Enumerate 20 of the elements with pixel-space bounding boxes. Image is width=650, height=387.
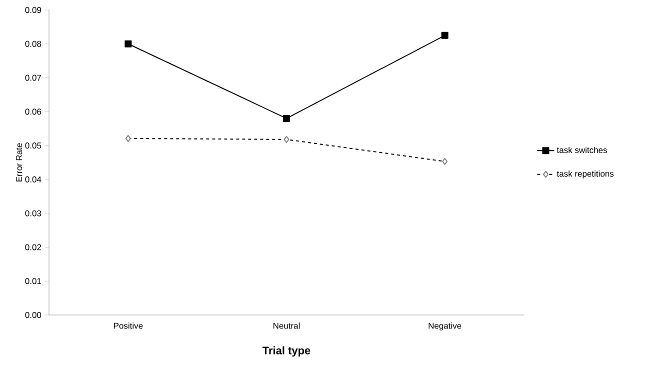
y-tick-label: 0.03: [25, 210, 42, 216]
y-tick-label: 0.02: [25, 244, 42, 250]
y-tick-label: 0.05: [25, 142, 42, 149]
y-tick-label: 0.09: [25, 6, 42, 13]
y-tick-label: 0.04: [25, 176, 42, 182]
point: [124, 40, 132, 48]
y-tick-label: 0.01: [25, 278, 42, 284]
y-tick-label: 0.06: [25, 108, 42, 115]
point: [441, 32, 448, 39]
legend-label: task switches: [556, 146, 607, 154]
y-tick-label: 0.08: [25, 40, 42, 47]
y-axis-title: Error Rate: [16, 143, 22, 182]
point: [283, 114, 290, 122]
x-tick-label: Positive: [114, 322, 143, 329]
x-tick-label: Neutral: [273, 322, 300, 329]
x-tick-label: Negative: [428, 322, 462, 330]
x-axis-title: Trial type: [262, 346, 310, 357]
legend-label: task repetitions: [556, 170, 614, 178]
y-tick-label: 0.07: [25, 74, 42, 81]
y-tick-label: 0.00: [25, 312, 42, 318]
